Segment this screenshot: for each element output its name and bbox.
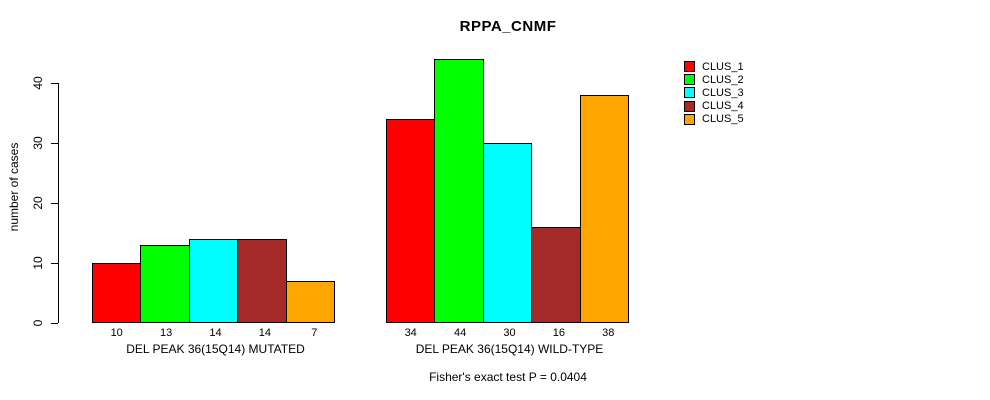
y-tick-mark (51, 323, 58, 324)
bar-value-label: 14 (258, 327, 271, 339)
y-tick-mark (51, 203, 58, 204)
bar-group-wild-type (386, 59, 629, 323)
bar-clus_1 (92, 263, 142, 323)
bar-clus_3 (482, 143, 533, 323)
legend: CLUS_1 CLUS_2 CLUS_3 CLUS_4 CLUS_5 (684, 60, 744, 126)
legend-swatch-icon (684, 100, 695, 112)
bar-value-label: 16 (552, 327, 565, 339)
bar-value-row-wild-type: 34 44 30 16 38 (386, 327, 633, 339)
x-group-label-wild-type: DEL PEAK 36(15Q14) WILD-TYPE (415, 342, 604, 356)
bar-clus_5 (579, 95, 629, 323)
bar-value-label: 30 (503, 327, 516, 339)
chart-title: RPPA_CNMF (459, 18, 557, 35)
x-group-label-mutated: DEL PEAK 36(15Q14) MUTATED (126, 342, 305, 356)
bar-value-label: 34 (404, 327, 417, 339)
annotation-text: Fisher's exact test P = 0.0404 (429, 370, 587, 384)
bar-clus_1 (386, 119, 436, 323)
legend-swatch-icon (684, 74, 695, 86)
legend-label: CLUS_3 (702, 86, 744, 99)
y-tick-label: 10 (31, 256, 45, 270)
bar-clus_2 (434, 59, 484, 323)
bar-value-row-mutated: 10 13 14 14 7 (92, 327, 339, 339)
bar-value-label: 7 (311, 327, 318, 339)
bar-clus_2 (140, 245, 190, 323)
bar-value-label: 10 (110, 327, 123, 339)
legend-label: CLUS_1 (702, 60, 744, 73)
legend-swatch-icon (684, 61, 695, 73)
y-tick-label: 0 (31, 319, 45, 327)
bar-clus_5 (285, 281, 335, 323)
y-tick-mark (51, 83, 58, 84)
legend-label: CLUS_4 (702, 100, 744, 113)
bar-clus_3 (188, 239, 239, 323)
y-axis-title: number of cases (7, 142, 21, 232)
y-axis-line (58, 83, 59, 323)
y-tick-label: 30 (31, 136, 45, 150)
legend-label: CLUS_5 (702, 113, 744, 126)
legend-row: CLUS_3 (684, 86, 744, 99)
y-tick-label: 20 (31, 196, 45, 210)
y-tick-mark (51, 143, 58, 144)
legend-row: CLUS_1 (684, 60, 744, 73)
bar-value-label: 44 (453, 327, 467, 339)
bar-value-label: 14 (209, 327, 222, 339)
y-tick-label: 40 (31, 76, 45, 90)
bar-clus_4 (237, 239, 287, 323)
legend-swatch-icon (684, 113, 695, 125)
legend-row: CLUS_4 (684, 100, 744, 113)
legend-swatch-icon (684, 87, 695, 99)
bar-group-mutated (92, 239, 335, 323)
y-tick-mark (51, 263, 58, 264)
legend-row: CLUS_2 (684, 73, 744, 86)
legend-row: CLUS_5 (684, 113, 744, 126)
bar-value-label: 13 (159, 327, 173, 339)
bar-clus_4 (531, 227, 581, 323)
bar-value-label: 38 (602, 327, 615, 339)
legend-label: CLUS_2 (702, 73, 744, 86)
